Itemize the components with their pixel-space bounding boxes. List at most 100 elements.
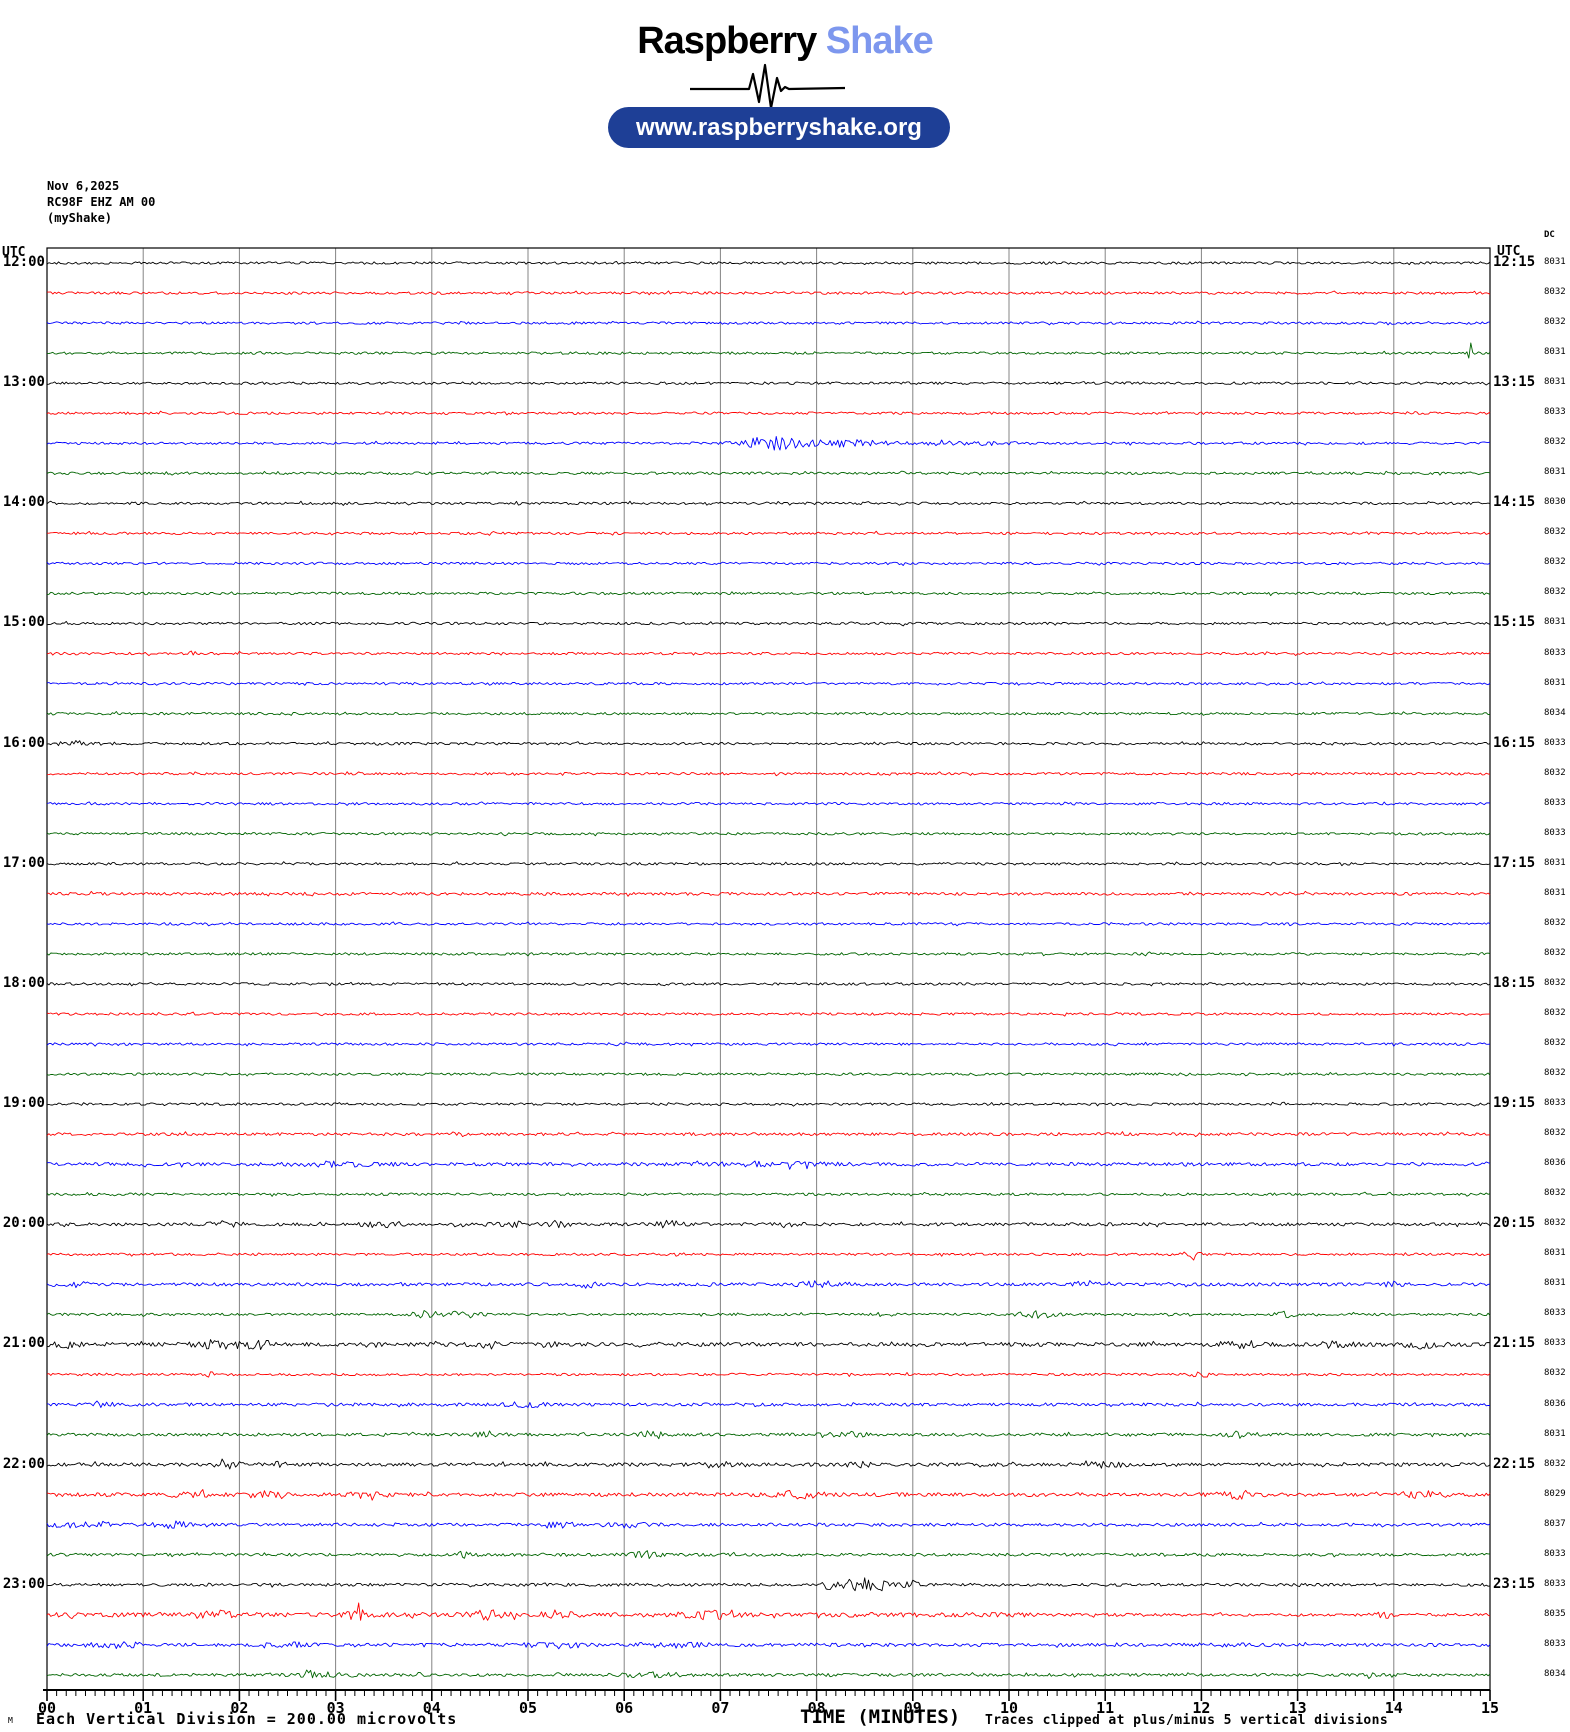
hour-label: 15:00 [2,614,45,631]
hour-label: 21:00 [2,1335,45,1352]
dc-value: 8032 [1544,587,1566,598]
dc-value: 8031 [1544,677,1566,688]
right-time-label: 17:15 [1493,854,1536,871]
trace-row-6 [46,436,1491,451]
right-time-label: 18:15 [1493,974,1536,991]
dc-value: 8033 [1544,827,1566,838]
x-tick-label: 13 [1288,1699,1307,1717]
dc-value: 8033 [1544,1338,1566,1349]
dc-value: 8036 [1544,1158,1566,1169]
logo-text: Raspberry Shake [0,20,1570,63]
dc-value: 8033 [1544,1638,1566,1649]
x-tick-label: 08 [807,1699,826,1717]
right-time-label: 13:15 [1493,374,1536,391]
trace-row-44 [46,1577,1491,1592]
x-tick-label: 11 [1096,1699,1115,1717]
hour-label: 12:00 [2,254,45,270]
dc-value: 8032 [1544,317,1566,328]
x-tick-label: 09 [903,1699,922,1717]
dc-value: 8031 [1544,1278,1566,1289]
dc-value: 8032 [1544,1368,1566,1379]
trace-row-15 [46,711,1491,716]
trace-row-41 [46,1489,1491,1501]
trace-row-42 [46,1520,1491,1529]
dc-value: 8033 [1544,1308,1566,1319]
trace-row-0 [46,260,1491,266]
dc-value: 8031 [1544,1428,1566,1439]
dc-value: 8032 [1544,287,1566,298]
x-tick-label: 07 [711,1699,730,1717]
trace-row-36 [46,1339,1491,1350]
hour-label: 16:00 [2,734,45,751]
trace-row-46 [46,1641,1491,1650]
trace-row-34 [46,1280,1491,1289]
utc-label-right: UTC [1497,244,1521,259]
dc-value: 8032 [1544,947,1566,958]
hour-label: 23:00 [2,1575,45,1592]
hour-label: 19:00 [2,1095,45,1112]
trace-row-28 [46,1101,1491,1107]
x-tick-label: 14 [1384,1699,1403,1717]
trace-row-11 [46,591,1491,597]
trace-row-4 [46,381,1491,386]
scale-note-marker: M [8,1716,13,1725]
dc-value: 8032 [1544,1068,1566,1079]
dc-value: 8032 [1544,1188,1566,1199]
trace-row-33 [46,1251,1491,1261]
x-tick-label: 15 [1480,1699,1500,1717]
dc-value: 8032 [1544,1128,1566,1139]
trace-row-20 [46,861,1491,867]
url-pill-link[interactable]: www.raspberryshake.org [608,107,950,148]
logo-word-primary: Raspberry [637,20,817,62]
hour-label: 17:00 [2,854,45,871]
right-time-label: 20:15 [1493,1215,1536,1232]
hour-label: 22:00 [2,1455,45,1472]
hour-label: 18:00 [2,974,45,991]
dc-value: 8031 [1544,887,1566,898]
right-time-label: 16:15 [1493,734,1536,751]
dc-value: 8032 [1544,1008,1566,1018]
trace-row-25 [46,1011,1491,1017]
trace-row-40 [46,1458,1491,1470]
right-time-label: 22:15 [1493,1455,1536,1472]
trace-row-18 [46,801,1491,806]
dc-value: 8033 [1544,407,1566,418]
plot-border [46,247,1491,1691]
trace-row-30 [46,1160,1491,1170]
right-time-label: 21:15 [1493,1335,1536,1352]
right-time-label: 12:15 [1493,254,1536,270]
trace-row-19 [46,832,1491,837]
trace-row-1 [47,290,1491,296]
x-tick-label: 05 [518,1699,538,1717]
dc-value: 8032 [1544,437,1566,448]
logo-word-secondary: Shake [825,20,934,62]
trace-row-45 [46,1602,1491,1621]
right-time-label: 19:15 [1493,1095,1536,1112]
x-tick-label: 00 [37,1699,57,1717]
clip-note: Traces clipped at plus/minus 5 vertical … [985,1713,1389,1728]
dc-value: 8031 [1544,857,1566,868]
trace-row-7 [46,470,1491,476]
dc-value: 8032 [1544,767,1566,778]
dc-value: 8034 [1544,707,1566,718]
trace-row-5 [46,410,1491,416]
dc-value: 8031 [1544,467,1566,478]
dc-value: 8032 [1544,1038,1566,1049]
dc-value: 8031 [1544,257,1566,267]
trace-row-13 [46,650,1491,657]
utc-label-left: UTC [2,245,26,260]
dc-value: 8032 [1544,977,1566,988]
trace-row-10 [46,561,1491,566]
dc-value: 8031 [1544,617,1566,628]
right-time-label: 15:15 [1493,614,1536,631]
trace-row-38 [46,1400,1491,1409]
right-time-label: 14:15 [1493,494,1536,511]
trace-row-3 [46,342,1491,359]
dc-value: 8034 [1544,1668,1566,1679]
dc-value: 8032 [1544,1218,1566,1229]
trace-row-39 [46,1430,1491,1440]
dc-value: 8031 [1544,347,1566,358]
url-pill-label: www.raspberryshake.org [636,113,922,141]
